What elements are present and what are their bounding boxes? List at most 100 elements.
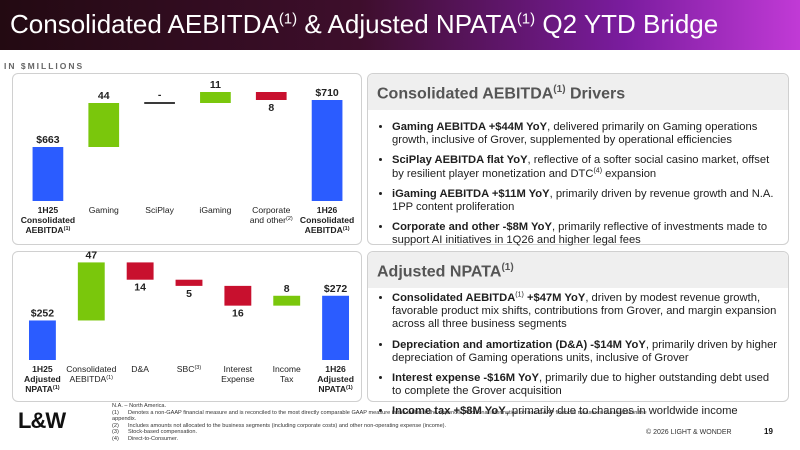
bold-text: Interest expense -$16M YoY: [392, 372, 539, 385]
x-tick-label-line: 1H26: [325, 364, 346, 374]
bullet: Gaming AEBITDA +$44M YoY, delivered prim…: [392, 121, 780, 147]
x-tick-label-line: Adjusted: [24, 374, 61, 384]
text-panel: Adjusted NPATA(1) Consolidated AEBITDA(1…: [367, 251, 789, 417]
footnote-number: (2): [112, 422, 119, 429]
data-label: -: [158, 89, 162, 101]
text: & Adjusted NPATA: [297, 9, 517, 39]
x-tick-label-line: SBC: [177, 364, 195, 374]
x-tick-label: D&A: [131, 364, 149, 374]
page-number: 19: [764, 427, 773, 436]
bullet: Corporate and other -$8M YoY, primarily …: [392, 221, 780, 247]
x-tick-label-line: 1H25: [32, 364, 53, 374]
x-tick-label: Corporate and other(2): [250, 205, 293, 225]
bold-text: Consolidated AEBITDA: [392, 292, 516, 304]
bold-text: Depreciation and amortization (D&A) -$14…: [392, 338, 646, 351]
footnote: (1) Denotes a non-GAAP financial measure …: [112, 410, 672, 423]
bullet: Interest expense -$16M YoY, primarily du…: [392, 372, 780, 398]
bold-text: SciPlay AEBITDA flat YoY: [392, 154, 528, 167]
bullet: Depreciation and amortization (D&A) -$14…: [392, 339, 780, 365]
bar: [255, 92, 287, 100]
text: , primarily driven by higher depreciatio…: [392, 338, 778, 364]
text: Q2 YTD Bridge: [535, 9, 719, 39]
data-label: $272: [324, 283, 348, 295]
copyright: © 2026 LIGHT & WONDER: [646, 429, 732, 436]
footnote-text: Stock-based compensation.: [128, 429, 198, 436]
text: , primarily driven by revenue growth and…: [392, 187, 774, 214]
superscript: (1): [553, 84, 566, 95]
data-label: 8: [284, 283, 290, 295]
x-tick-label-line: Consolidated: [21, 215, 75, 225]
data-label: $252: [31, 307, 55, 319]
x-tick-label-line: Consolidated: [66, 364, 116, 374]
footnotes: N.A. – North America. (1) Denotes a non-GA…: [112, 403, 672, 443]
unit-label: IN $MILLIONS: [4, 61, 85, 71]
bullet-list: Gaming AEBITDA +$44M YoY, delivered prim…: [368, 121, 780, 255]
bold-text: Income tax +$8M YoY: [392, 405, 506, 418]
chart-panel: [12, 251, 362, 402]
text: expansion: [602, 167, 657, 180]
x-tick-label: Interest Expense: [221, 364, 255, 384]
text: , primarily due to changes in worldwide …: [505, 405, 738, 418]
bar: [200, 92, 231, 103]
bar: [126, 262, 154, 280]
text: Consolidated AEBITDA: [10, 9, 279, 39]
x-tick-label: 1H25 Adjusted NPATA(1): [24, 364, 61, 394]
footnote-number: (1): [112, 409, 119, 416]
slide-title: Consolidated AEBITDA(1) & Adjusted NPATA…: [10, 9, 718, 40]
chart-panel: [12, 73, 362, 245]
x-tick-label-line: SciPlay: [145, 205, 174, 215]
bold-text: +$47M YoY: [523, 292, 586, 304]
data-label: 14: [134, 282, 146, 294]
x-tick-label: Consolidated AEBITDA(1): [66, 364, 116, 384]
x-tick-label-line: 1H25: [38, 205, 59, 215]
panel-title: Adjusted NPATA(1): [368, 252, 788, 288]
superscript: (1): [278, 10, 298, 28]
bar: [88, 103, 120, 147]
bold-text: Corporate and other -$8M YoY: [392, 221, 552, 234]
bullet: Consolidated AEBITDA(1) +$47M YoY, drive…: [392, 291, 780, 332]
x-tick-label-line: 1H26: [317, 205, 338, 215]
footnote-text: Includes amounts not allocated to the bu…: [128, 422, 447, 429]
superscript: (1): [346, 385, 353, 391]
x-tick-label-line: AEBITDA: [25, 225, 63, 235]
text: Consolidated AEBITDA: [377, 85, 554, 103]
x-tick-label-line: NPATA: [25, 384, 53, 394]
superscript: (1): [343, 226, 350, 232]
x-tick-label: 1H26 Consolidated AEBITDA(1): [300, 205, 354, 235]
text: , reflective of a softer social casino m…: [392, 154, 770, 180]
footnote-number: (4): [112, 435, 119, 442]
bar: [32, 147, 64, 201]
footnote: (2) Includes amounts not allocated to the…: [112, 423, 672, 430]
footnote-number: (3): [112, 429, 119, 436]
superscript: (1): [53, 385, 60, 391]
text: Drivers: [565, 85, 626, 103]
text: , driven by modest revenue growth, favor…: [392, 292, 777, 331]
bullet: Income tax +$8M YoY, primarily due to ch…: [392, 405, 780, 418]
x-tick-label: Gaming: [89, 205, 119, 215]
superscript: (1): [516, 10, 536, 28]
bar: [273, 295, 301, 306]
x-tick-label-line: Income: [273, 364, 301, 374]
x-tick-label-line: Expense: [221, 374, 255, 384]
bar: [311, 100, 343, 201]
bullet: iGaming AEBITDA +$11M YoY, primarily dri…: [392, 188, 780, 214]
bar: [224, 285, 252, 306]
x-tick-label: 1H25 Consolidated AEBITDA(1): [21, 205, 75, 235]
superscript: (1): [106, 375, 113, 381]
data-label: 47: [85, 249, 97, 261]
data-label: 5: [186, 288, 192, 300]
data-label: 44: [98, 90, 110, 102]
x-tick-label-line: Corporate: [252, 205, 290, 215]
superscript: (4): [593, 166, 603, 174]
x-tick-label-line: D&A: [131, 364, 149, 374]
data-label: $710: [315, 87, 339, 99]
bullet-list: Consolidated AEBITDA(1) +$47M YoY, drive…: [368, 291, 780, 426]
x-tick-label-line: AEBITDA: [70, 374, 107, 384]
data-label: 11: [210, 79, 221, 91]
panel-title: Consolidated AEBITDA(1) Drivers: [368, 74, 788, 110]
bar: [175, 279, 203, 286]
superscript: (1): [64, 226, 71, 232]
superscript: (1): [501, 262, 514, 273]
